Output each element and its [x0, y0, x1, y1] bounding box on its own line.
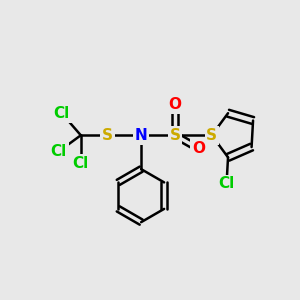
Text: S: S [206, 128, 217, 143]
Text: N: N [135, 128, 148, 143]
Text: S: S [169, 128, 181, 143]
Text: O: O [192, 141, 205, 156]
Text: Cl: Cl [73, 156, 89, 171]
Text: S: S [102, 128, 113, 143]
Text: O: O [169, 97, 182, 112]
Text: Cl: Cl [218, 176, 235, 191]
Text: Cl: Cl [51, 144, 67, 159]
Text: Cl: Cl [53, 106, 70, 121]
